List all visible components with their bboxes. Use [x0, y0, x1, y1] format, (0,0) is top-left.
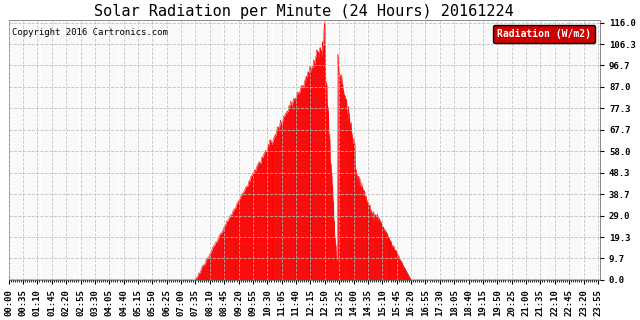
Title: Solar Radiation per Minute (24 Hours) 20161224: Solar Radiation per Minute (24 Hours) 20… — [95, 4, 514, 19]
Legend: Radiation (W/m2): Radiation (W/m2) — [493, 25, 595, 43]
Text: Copyright 2016 Cartronics.com: Copyright 2016 Cartronics.com — [12, 28, 168, 37]
